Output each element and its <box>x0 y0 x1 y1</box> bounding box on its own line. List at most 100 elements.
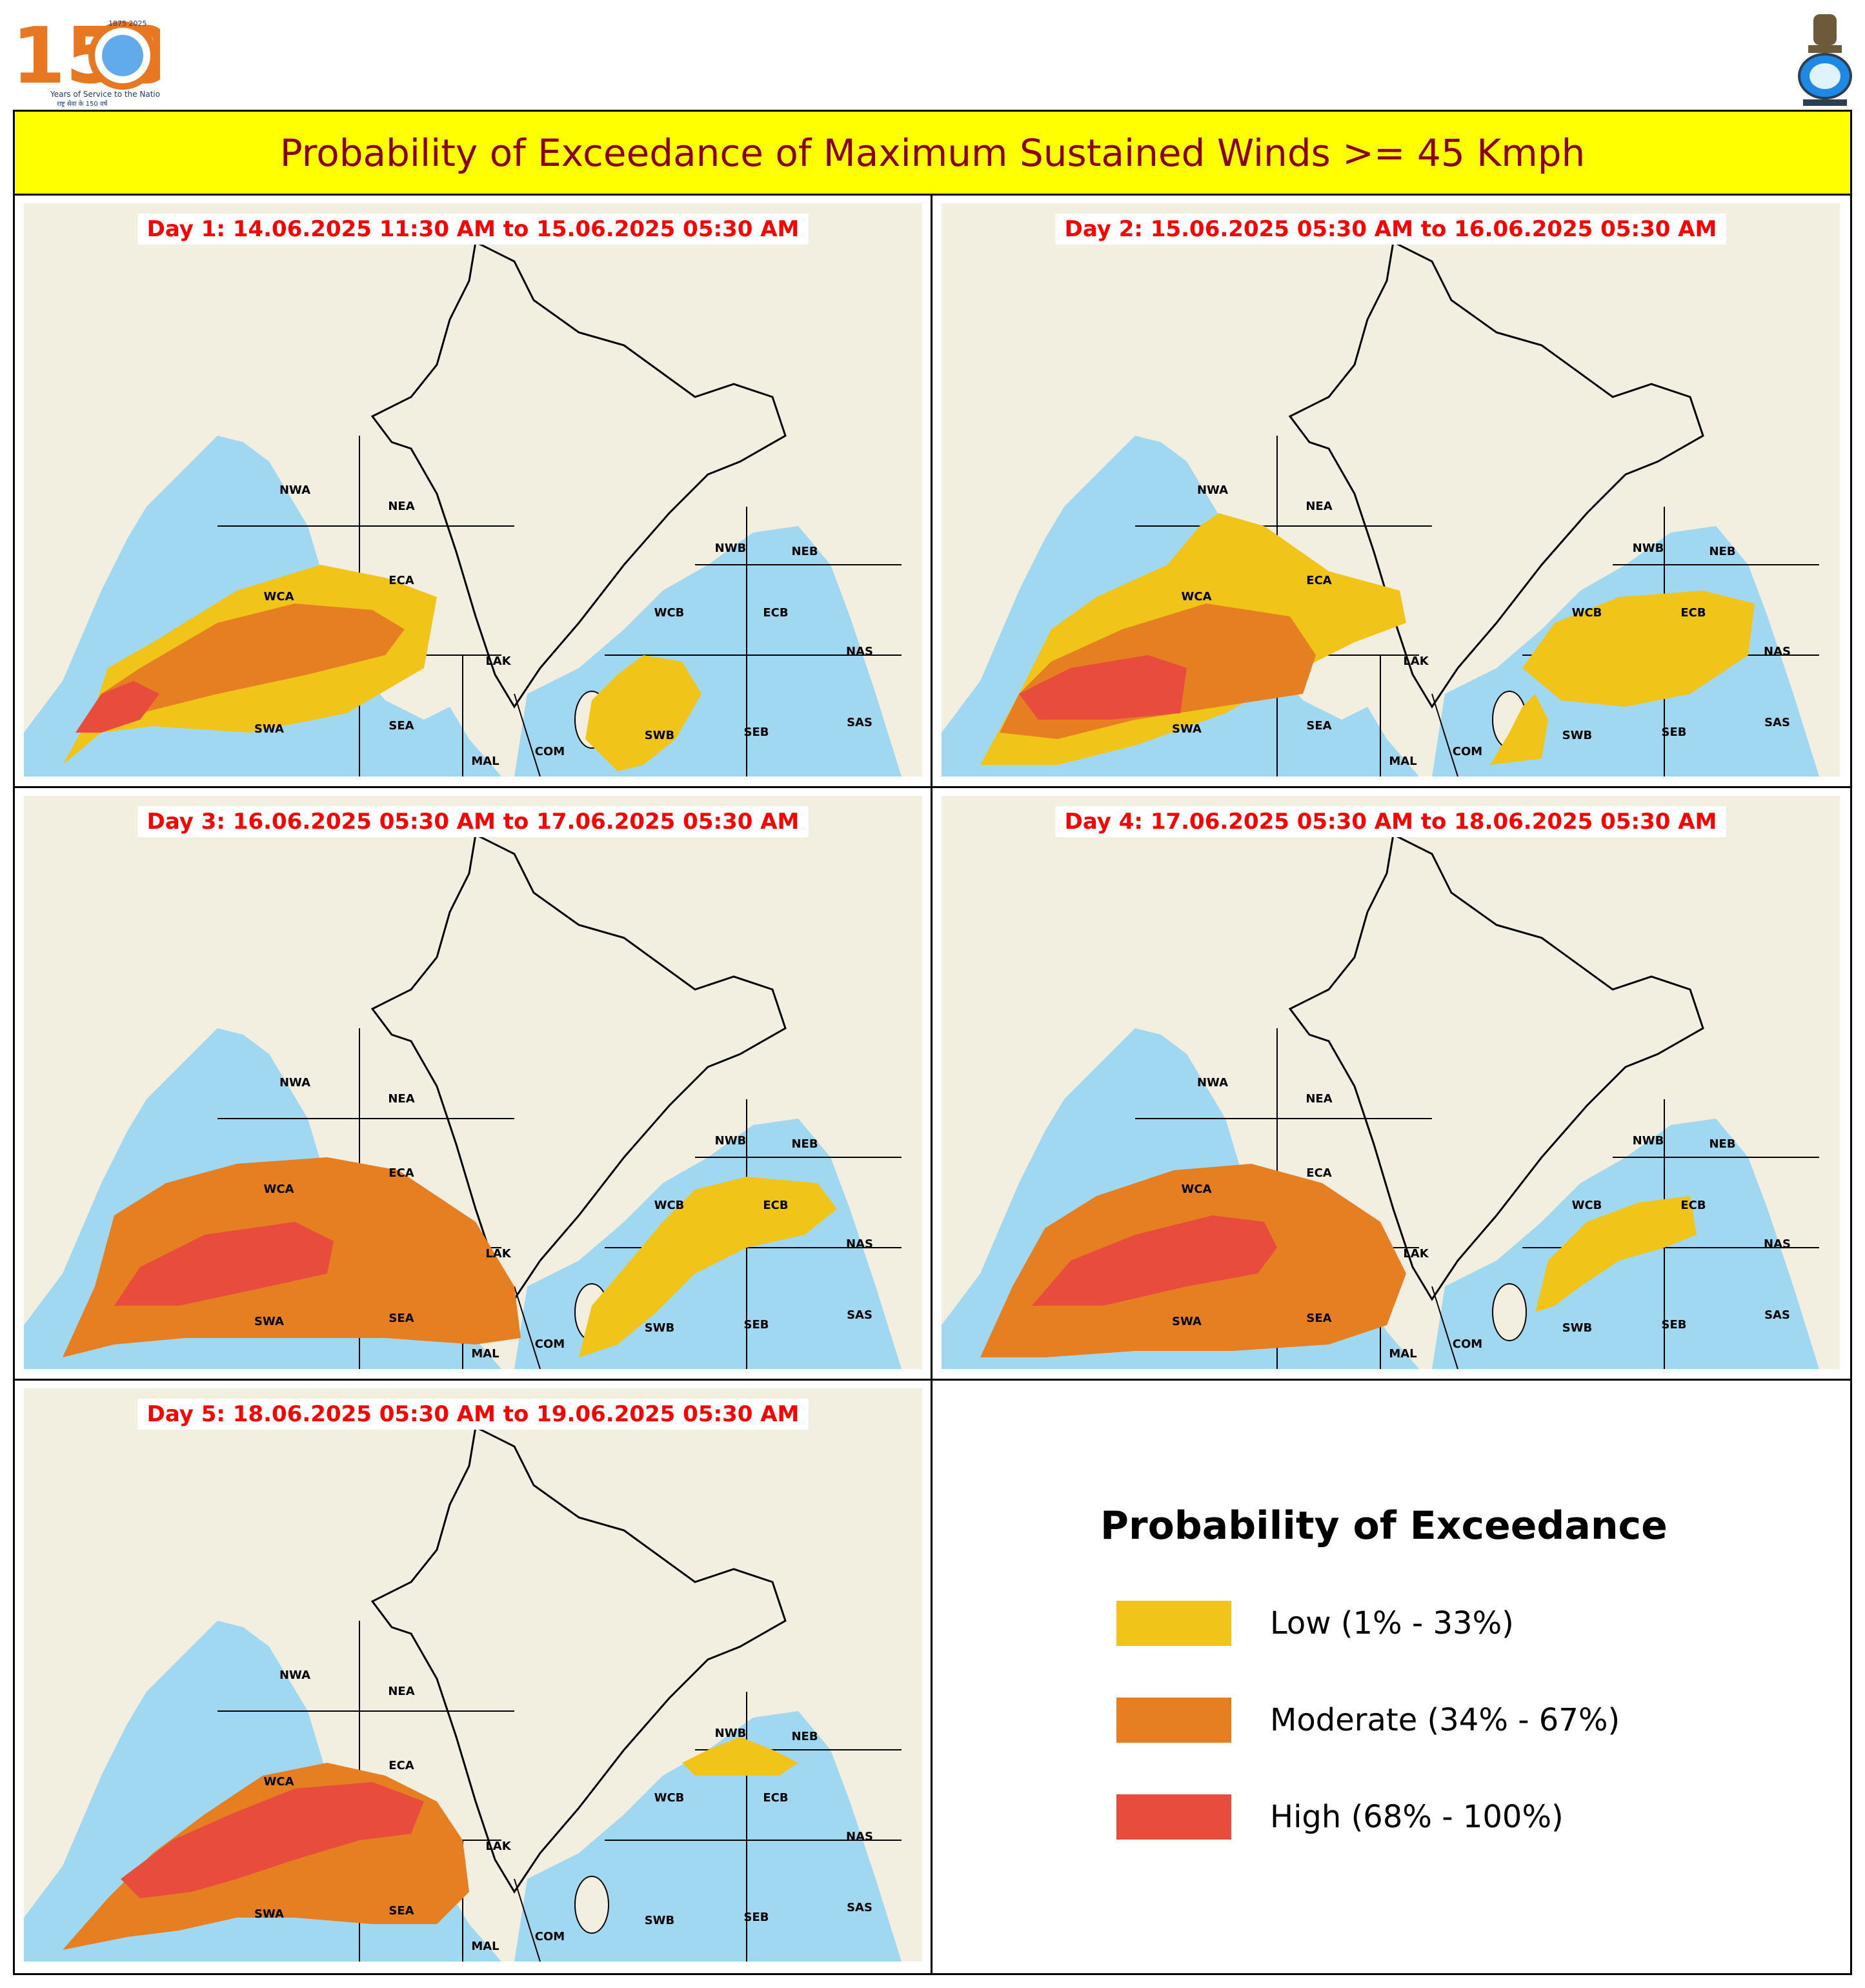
region-label-mal: MAL <box>1389 1347 1416 1361</box>
region-label-neb: NEB <box>791 1730 818 1743</box>
forecast-map: NWA NEA ECA WCA SWA SEA LAK MAL COM WCB ECB NWB NEB S… <box>24 1388 922 1962</box>
region-label-wca: WCA <box>1182 590 1212 604</box>
region-label-nwa: NWA <box>279 1669 310 1682</box>
region-label-sea: SEA <box>1306 719 1331 733</box>
map-svg: NWA NEA ECA WCA SWA SEA LAK MAL COM WCB ECB NWB NEB S… <box>24 796 922 1369</box>
region-label-sea: SEA <box>388 719 414 733</box>
forecast-panel-day-3: NWA NEA ECA WCA SWA SEA LAK MAL COM WCB ECB NWB NEB S… <box>15 788 932 1381</box>
day-label: Day 3: 16.06.2025 05:30 AM to 17.06.2025… <box>137 806 809 837</box>
bulletin-frame: Probability of Exceedance of Maximum Sus… <box>13 110 1852 1975</box>
low-probability-zone <box>1535 1196 1697 1312</box>
region-label-swb: SWB <box>1562 729 1593 742</box>
legend-title: Probability of Exceedance <box>1100 1503 1668 1548</box>
region-label-nwa: NWA <box>1197 483 1228 497</box>
region-label-wcb: WCB <box>654 1199 685 1212</box>
region-label-wcb: WCB <box>1572 606 1602 620</box>
legend-swatch <box>1116 1794 1231 1840</box>
region-label-nwb: NWB <box>715 542 747 555</box>
region-label-swa: SWA <box>254 722 284 736</box>
day-label: Day 5: 18.06.2025 05:30 AM to 19.06.2025… <box>137 1399 809 1430</box>
forecast-map: NWA NEA ECA WCA SWA SEA LAK MAL COM WCB ECB NWB NEB S… <box>24 203 922 776</box>
map-svg: NWA NEA ECA WCA SWA SEA LAK MAL COM WCB ECB NWB NEB S… <box>24 203 922 776</box>
region-label-sas: SAS <box>847 1308 872 1322</box>
region-label-sea: SEA <box>388 1312 414 1325</box>
title-bar: Probability of Exceedance of Maximum Sus… <box>15 112 1850 196</box>
region-label-seb: SEB <box>744 1318 769 1332</box>
high-probability-zone <box>1019 655 1187 720</box>
forecast-panel-day-1: NWA NEA ECA WCA SWA SEA LAK MAL COM WCB ECB NWB NEB S… <box>15 196 932 788</box>
region-label-sas: SAS <box>1764 1308 1790 1322</box>
forecast-panel-day-4: NWA NEA ECA WCA SWA SEA LAK MAL COM WCB ECB NWB NEB S… <box>932 788 1850 1381</box>
forecast-panel-day-2: NWA NEA ECA WCA SWA SEA LAK MAL COM WCB ECB NWB NEB S… <box>932 196 1850 788</box>
map-svg: NWA NEA ECA WCA SWA SEA LAK MAL COM WCB ECB NWB NEB S… <box>24 1388 922 1962</box>
region-label-nas: NAS <box>1764 645 1791 658</box>
legend-item: Moderate (34% - 67%) <box>1116 1697 1620 1743</box>
region-label-eca: ECA <box>1306 1166 1332 1180</box>
region-label-ecb: ECB <box>1680 1199 1706 1212</box>
imd-150-years-logo: 150 1875 2025 Years of Service to the Na… <box>12 12 160 108</box>
day-label: Day 4: 17.06.2025 05:30 AM to 18.06.2025… <box>1055 806 1726 837</box>
map-grid: NWA NEA ECA WCA SWA SEA LAK MAL COM WCB ECB NWB NEB S… <box>15 196 1850 1973</box>
region-label-neb: NEB <box>1709 1137 1735 1151</box>
legend-label: Low (1% - 33%) <box>1270 1605 1514 1641</box>
region-label-com: COM <box>1453 1337 1482 1351</box>
region-label-ecb: ECB <box>1680 606 1706 620</box>
region-label-com: COM <box>535 745 565 758</box>
region-label-nwa: NWA <box>279 1076 310 1090</box>
region-label-swb: SWB <box>1562 1321 1593 1335</box>
region-label-mal: MAL <box>471 755 499 768</box>
legend-panel: Probability of Exceedance Low (1% - 33%) M… <box>932 1381 1850 1973</box>
region-label-ecb: ECB <box>763 1791 788 1805</box>
region-label-nas: NAS <box>846 645 873 658</box>
region-label-nea: NEA <box>1306 500 1332 513</box>
region-label-sea: SEA <box>388 1904 414 1918</box>
region-label-wcb: WCB <box>1572 1199 1602 1212</box>
region-label-neb: NEB <box>791 545 818 558</box>
region-label-lak: LAK <box>1403 654 1429 668</box>
region-label-seb: SEB <box>744 1911 769 1924</box>
forecast-map: NWA NEA ECA WCA SWA SEA LAK MAL COM WCB ECB NWB NEB S… <box>942 796 1840 1369</box>
region-label-wca: WCA <box>1182 1182 1212 1196</box>
region-label-nwa: NWA <box>1197 1076 1228 1090</box>
legend-item: Low (1% - 33%) <box>1116 1600 1514 1647</box>
legend-item: High (68% - 100%) <box>1116 1794 1564 1840</box>
legend-label: High (68% - 100%) <box>1270 1799 1564 1835</box>
map-svg: NWA NEA ECA WCA SWA SEA LAK MAL COM WCB ECB NWB NEB S… <box>942 203 1840 776</box>
region-label-nwa: NWA <box>279 483 310 497</box>
low-probability-zone <box>1490 694 1548 765</box>
region-label-eca: ECA <box>388 574 414 587</box>
legend-swatch <box>1116 1698 1231 1743</box>
region-label-mal: MAL <box>1389 755 1416 768</box>
low-probability-zone <box>1522 591 1755 707</box>
region-label-swa: SWA <box>1172 722 1202 736</box>
day-label: Day 2: 15.06.2025 05:30 AM to 16.06.2025… <box>1055 214 1726 245</box>
region-label-eca: ECA <box>388 1759 414 1772</box>
logo-years: 1875 2025 <box>108 19 147 28</box>
low-probability-zone <box>585 655 701 771</box>
legend-label: Moderate (34% - 67%) <box>1270 1702 1620 1738</box>
region-label-nwb: NWB <box>715 1727 747 1740</box>
region-label-nas: NAS <box>1764 1237 1791 1251</box>
region-label-seb: SEB <box>1662 1318 1687 1332</box>
region-label-nas: NAS <box>846 1830 873 1843</box>
forecast-panel-day-5: NWA NEA ECA WCA SWA SEA LAK MAL COM WCB ECB NWB NEB S… <box>15 1381 932 1973</box>
region-label-eca: ECA <box>1306 574 1332 587</box>
region-label-ecb: ECB <box>763 1199 788 1212</box>
logo-tagline: Years of Service to the Nation <box>50 90 160 99</box>
region-label-swa: SWA <box>254 1907 284 1921</box>
legend-swatch <box>1116 1601 1231 1646</box>
low-probability-zone <box>579 1177 837 1357</box>
region-label-sas: SAS <box>847 716 872 729</box>
region-label-sas: SAS <box>847 1901 872 1914</box>
region-label-lak: LAK <box>485 654 511 668</box>
high-probability-zone <box>1032 1215 1277 1306</box>
region-label-swb: SWB <box>645 1914 675 1927</box>
region-label-swb: SWB <box>645 1321 675 1335</box>
region-label-nwb: NWB <box>715 1134 747 1148</box>
region-label-com: COM <box>535 1930 565 1943</box>
region-label-seb: SEB <box>744 725 769 739</box>
region-label-wca: WCA <box>264 1182 294 1196</box>
legend: Probability of Exceedance Low (1% - 33%) M… <box>932 1381 1850 1973</box>
region-label-nas: NAS <box>846 1237 873 1251</box>
region-label-nwb: NWB <box>1633 1134 1664 1148</box>
